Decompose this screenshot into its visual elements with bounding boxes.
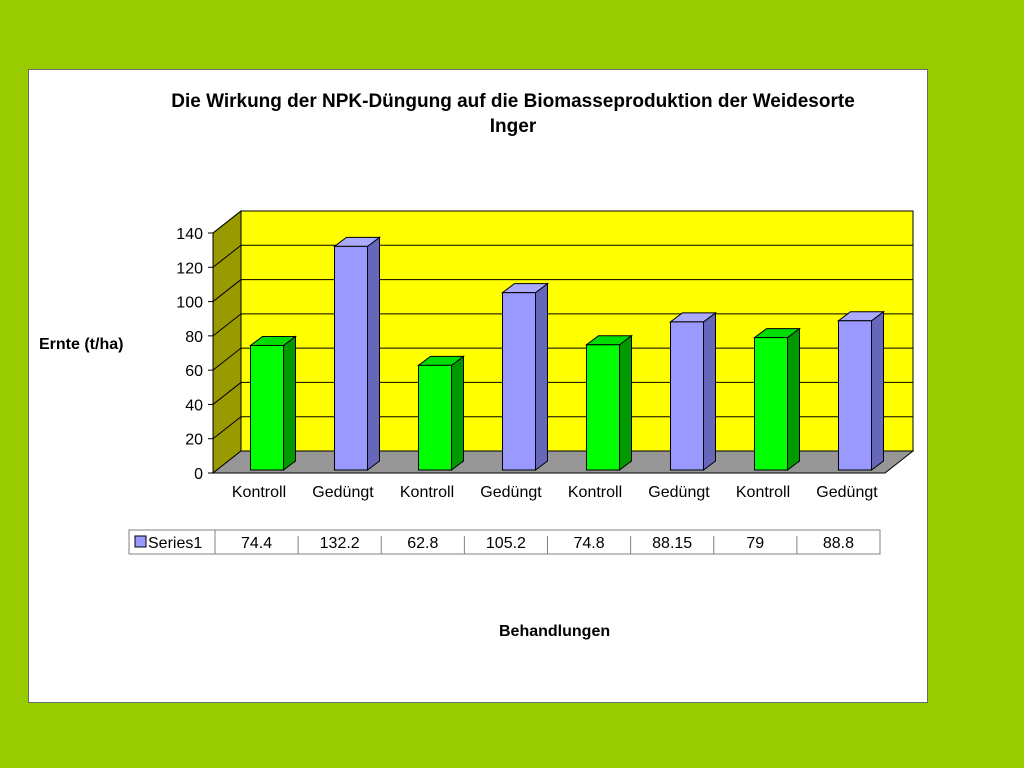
bar-side bbox=[451, 355, 464, 471]
x-category-label: Gedüngt bbox=[312, 484, 374, 501]
y-tick-label: 40 bbox=[185, 397, 203, 414]
data-label: 88.8 bbox=[823, 535, 854, 552]
legend-swatch bbox=[134, 535, 147, 548]
y-tick-label: 20 bbox=[185, 432, 203, 449]
y-tick-label: 0 bbox=[194, 466, 203, 483]
bar-side bbox=[787, 327, 800, 471]
gridline-side bbox=[212, 313, 242, 337]
bar bbox=[334, 245, 368, 471]
bar bbox=[418, 364, 452, 471]
gridline-side bbox=[212, 244, 242, 268]
bar-side bbox=[283, 335, 296, 471]
x-category-label: Gedüngt bbox=[816, 484, 878, 501]
chart-panel: Die Wirkung der NPK-Düngung auf die Biom… bbox=[28, 69, 928, 703]
y-tick-label: 100 bbox=[176, 295, 203, 312]
data-label: 74.8 bbox=[573, 535, 604, 552]
bar bbox=[502, 292, 536, 471]
plot-floor bbox=[211, 450, 915, 474]
data-label: 62.8 bbox=[407, 535, 438, 552]
bar bbox=[250, 344, 284, 471]
bar bbox=[838, 320, 872, 471]
data-label: 88.15 bbox=[652, 535, 692, 552]
x-category-label: Gedüngt bbox=[648, 484, 710, 501]
y-tick-label: 120 bbox=[176, 260, 203, 277]
bar-side bbox=[619, 334, 632, 471]
x-category-label: Kontroll bbox=[736, 484, 790, 501]
x-category-label: Kontroll bbox=[232, 484, 286, 501]
gridline-side bbox=[212, 210, 242, 234]
legend-series-name: Series1 bbox=[148, 535, 202, 552]
x-category-label: Gedüngt bbox=[480, 484, 542, 501]
y-tick-label: 80 bbox=[185, 329, 203, 346]
bar bbox=[754, 337, 788, 471]
data-table bbox=[128, 529, 881, 555]
bar bbox=[586, 344, 620, 471]
chart-title: Die Wirkung der NPK-Düngung auf die Biom… bbox=[171, 91, 855, 137]
gridline-side bbox=[212, 416, 242, 440]
bar-chart: 0 20 40 60 80 100 120 140 Kontroll Gedüngt Kontrol… bbox=[128, 209, 915, 555]
bar bbox=[670, 321, 704, 471]
gridline-side bbox=[212, 347, 242, 371]
plot-side-wall bbox=[212, 209, 242, 475]
data-label: 79 bbox=[746, 535, 764, 552]
bar-side bbox=[871, 310, 884, 471]
data-label: 74.4 bbox=[241, 535, 272, 552]
bar-side bbox=[535, 282, 548, 471]
bar-side bbox=[703, 311, 716, 471]
x-axis-label: Behandlungen bbox=[499, 623, 611, 640]
y-tick-label: 60 bbox=[185, 363, 203, 380]
x-category-label: Kontroll bbox=[568, 484, 622, 501]
bar-side bbox=[367, 236, 380, 471]
gridline-side bbox=[212, 279, 242, 302]
gridline-side bbox=[212, 382, 242, 405]
data-label: 105.2 bbox=[486, 535, 526, 552]
y-tick-label: 140 bbox=[176, 226, 203, 243]
data-label: 132.2 bbox=[320, 535, 360, 552]
x-category-label: Kontroll bbox=[400, 484, 454, 501]
y-axis-label: Ernte (t/ha) bbox=[39, 336, 124, 353]
